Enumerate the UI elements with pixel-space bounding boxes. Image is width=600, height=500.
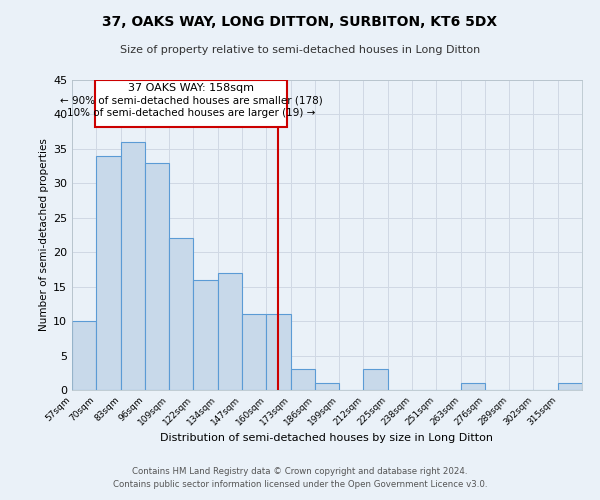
Y-axis label: Number of semi-detached properties: Number of semi-detached properties (39, 138, 49, 332)
Bar (242, 314, 266, 390)
Bar (266, 314, 290, 390)
Bar (364, 370, 388, 390)
Text: 37 OAKS WAY: 158sqm: 37 OAKS WAY: 158sqm (128, 84, 254, 94)
Bar (558, 383, 582, 390)
Bar (96, 156, 121, 390)
Bar (72, 321, 96, 390)
Text: Contains HM Land Registry data © Crown copyright and database right 2024.: Contains HM Land Registry data © Crown c… (132, 467, 468, 476)
Bar (461, 383, 485, 390)
Bar (218, 273, 242, 390)
Text: Contains public sector information licensed under the Open Government Licence v3: Contains public sector information licen… (113, 480, 487, 489)
Bar (315, 383, 339, 390)
FancyBboxPatch shape (95, 80, 287, 127)
Bar (169, 238, 193, 390)
Bar (121, 142, 145, 390)
Bar (193, 280, 218, 390)
Text: 10% of semi-detached houses are larger (19) →: 10% of semi-detached houses are larger (… (67, 108, 315, 118)
Bar (290, 370, 315, 390)
Text: ← 90% of semi-detached houses are smaller (178): ← 90% of semi-detached houses are smalle… (59, 96, 322, 106)
Bar (145, 162, 169, 390)
Text: 37, OAKS WAY, LONG DITTON, SURBITON, KT6 5DX: 37, OAKS WAY, LONG DITTON, SURBITON, KT6… (103, 15, 497, 29)
X-axis label: Distribution of semi-detached houses by size in Long Ditton: Distribution of semi-detached houses by … (161, 432, 493, 442)
Text: Size of property relative to semi-detached houses in Long Ditton: Size of property relative to semi-detach… (120, 45, 480, 55)
